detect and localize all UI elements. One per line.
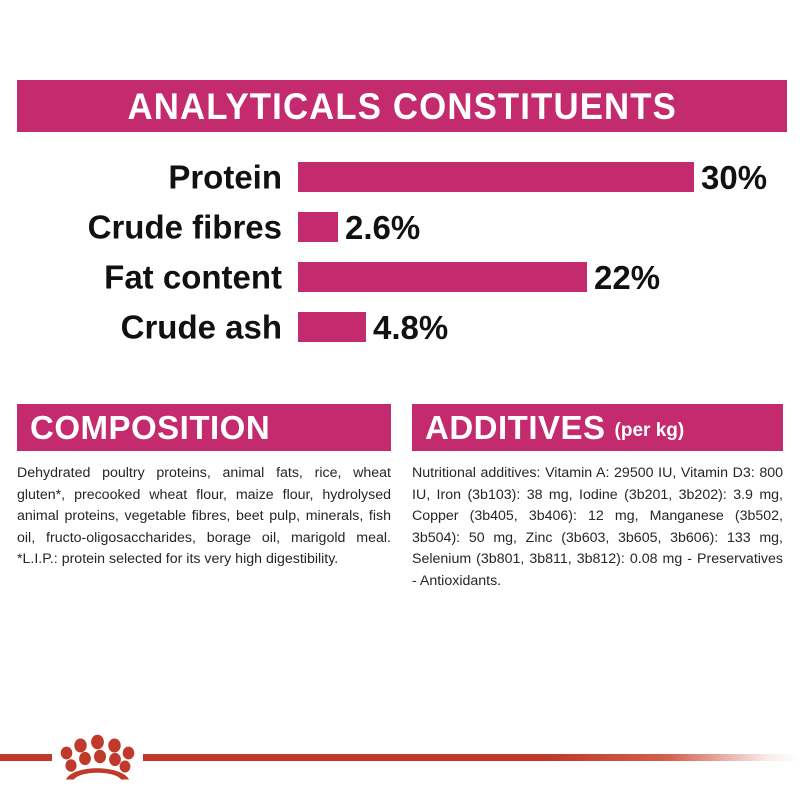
composition-panel: COMPOSITION Dehydrated poultry proteins,… [17, 404, 391, 571]
bar-crude-ash [298, 312, 366, 342]
bar-label-fat-content: Fat content [104, 258, 282, 296]
bar-group-crude-fibres: 2.6% [298, 208, 421, 246]
bar-value-protein: 30% [701, 158, 768, 196]
bar-label-protein: Protein [168, 158, 282, 196]
bar-group-protein: 30% [298, 158, 768, 196]
analyticals-banner-title: ANALYTICALS CONSTITUENTS [127, 85, 677, 127]
additives-body: Nutritional additives: Vitamin A: 29500 … [412, 465, 783, 589]
chart-row: Fat content 22% [0, 252, 800, 302]
composition-title: COMPOSITION [30, 409, 271, 446]
additives-panel: ADDITIVES (per kg) Nutritional additives… [412, 404, 783, 592]
additives-title: ADDITIVES [425, 409, 606, 446]
additives-header: ADDITIVES (per kg) [412, 404, 783, 451]
footer [0, 734, 800, 780]
info-panels: COMPOSITION Dehydrated poultry proteins,… [0, 404, 800, 614]
bar-value-crude-fibres: 2.6% [345, 208, 421, 246]
bar-label-crude-ash: Crude ash [120, 308, 282, 346]
bar-crude-fibres [298, 212, 338, 242]
chart-row: Crude fibres 2.6% [0, 202, 800, 252]
bar-protein [298, 162, 694, 192]
footer-rule-left [0, 754, 52, 761]
additives-subtitle: (per kg) [614, 420, 685, 441]
chart-row: Crude ash 4.8% [0, 302, 800, 352]
chart-row: Protein 30% [0, 152, 800, 202]
bar-group-fat-content: 22% [298, 258, 661, 296]
royal-canin-crown-icon [60, 734, 135, 780]
footer-rule-right [143, 754, 800, 761]
composition-body: Dehydrated poultry proteins, animal fats… [17, 465, 391, 568]
analyticals-bar-chart: Protein 30% Crude fibres 2.6% Fat conten… [0, 152, 800, 352]
bar-label-crude-fibres: Crude fibres [87, 208, 282, 246]
bar-value-crude-ash: 4.8% [373, 308, 449, 346]
analyticals-banner: ANALYTICALS CONSTITUENTS [17, 80, 787, 132]
bar-value-fat-content: 22% [594, 258, 661, 296]
bar-fat-content [298, 262, 587, 292]
bar-group-crude-ash: 4.8% [298, 308, 449, 346]
composition-header: COMPOSITION [17, 404, 391, 451]
